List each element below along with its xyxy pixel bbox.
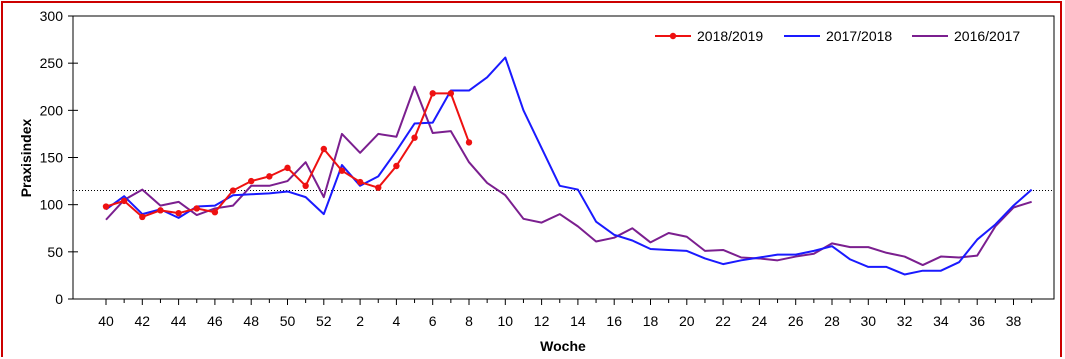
x-tick-label: 20 bbox=[679, 313, 695, 329]
legend-label-2016-2017: 2016/2017 bbox=[954, 28, 1020, 44]
y-tick-label: 150 bbox=[40, 150, 64, 166]
x-tick-label: 42 bbox=[135, 313, 151, 329]
data-point-2018-2019 bbox=[429, 90, 436, 97]
y-tick-label: 300 bbox=[40, 8, 64, 24]
y-tick-label: 0 bbox=[55, 291, 63, 307]
x-tick-label: 38 bbox=[1006, 313, 1022, 329]
data-point-2018-2019 bbox=[193, 205, 200, 212]
y-axis-title: Praxisindex bbox=[18, 118, 34, 197]
data-point-2018-2019 bbox=[211, 209, 219, 216]
data-point-2018-2019 bbox=[447, 90, 455, 97]
x-tick-label: 40 bbox=[98, 313, 114, 329]
x-tick-label: 24 bbox=[752, 313, 768, 329]
data-point-2018-2019 bbox=[338, 167, 346, 174]
x-tick-label: 34 bbox=[933, 313, 949, 329]
data-point-2018-2019 bbox=[229, 187, 237, 194]
data-point-2018-2019 bbox=[465, 139, 473, 146]
x-tick-label: 30 bbox=[861, 313, 877, 329]
x-tick-label: 4 bbox=[393, 313, 401, 329]
x-tick-label: 28 bbox=[824, 313, 840, 329]
y-tick-label: 200 bbox=[40, 102, 64, 118]
series-layer bbox=[102, 56, 1033, 276]
y-tick-label: 50 bbox=[47, 244, 63, 260]
data-point-2018-2019 bbox=[411, 134, 418, 141]
x-tick-label: 32 bbox=[897, 313, 913, 329]
data-point-2018-2019 bbox=[102, 203, 110, 210]
data-point-2018-2019 bbox=[120, 197, 128, 205]
legend-label-2017-2018: 2017/2018 bbox=[826, 28, 892, 44]
y-tick-label: 100 bbox=[40, 197, 64, 213]
data-point-2018-2019 bbox=[139, 213, 146, 221]
data-point-2018-2019 bbox=[320, 145, 327, 153]
x-tick-label: 10 bbox=[498, 313, 514, 329]
x-axis-title: Woche bbox=[540, 338, 586, 354]
data-point-2018-2019 bbox=[356, 178, 364, 186]
x-tick-label: 52 bbox=[316, 313, 332, 329]
x-tick-label: 50 bbox=[280, 313, 296, 329]
x-tick-label: 6 bbox=[429, 313, 437, 329]
x-tick-label: 48 bbox=[243, 313, 259, 329]
x-tick-label: 2 bbox=[356, 313, 364, 329]
x-tick-label: 22 bbox=[715, 313, 731, 329]
legend-marker-2018-2019 bbox=[669, 32, 677, 40]
data-point-2018-2019 bbox=[284, 164, 291, 172]
y-tick-label: 250 bbox=[40, 55, 64, 71]
x-tick-label: 18 bbox=[643, 313, 659, 329]
data-point-2018-2019 bbox=[175, 209, 182, 217]
series-line-2016-2017 bbox=[105, 85, 1032, 267]
x-tick-label: 44 bbox=[171, 313, 187, 329]
x-tick-label: 26 bbox=[788, 313, 804, 329]
legend-label-2018-2019: 2018/2019 bbox=[697, 28, 763, 44]
x-tick-label: 12 bbox=[534, 313, 550, 329]
data-point-2018-2019 bbox=[157, 207, 164, 214]
data-point-2018-2019 bbox=[393, 162, 400, 170]
data-point-2018-2019 bbox=[266, 173, 273, 180]
x-tick-label: 16 bbox=[606, 313, 622, 329]
series-line-2018-2019 bbox=[105, 92, 470, 218]
data-point-2018-2019 bbox=[302, 182, 309, 189]
series-line-2017-2018 bbox=[105, 56, 1033, 276]
data-point-2018-2019 bbox=[375, 184, 382, 191]
data-point-2018-2019 bbox=[248, 177, 255, 185]
x-tick-label: 8 bbox=[465, 313, 473, 329]
legend: 2018/2019 2017/2018 2016/2017 bbox=[655, 28, 1020, 44]
x-tick-label: 14 bbox=[570, 313, 586, 329]
x-tick-label: 46 bbox=[207, 313, 223, 329]
x-tick-label: 36 bbox=[969, 313, 985, 329]
